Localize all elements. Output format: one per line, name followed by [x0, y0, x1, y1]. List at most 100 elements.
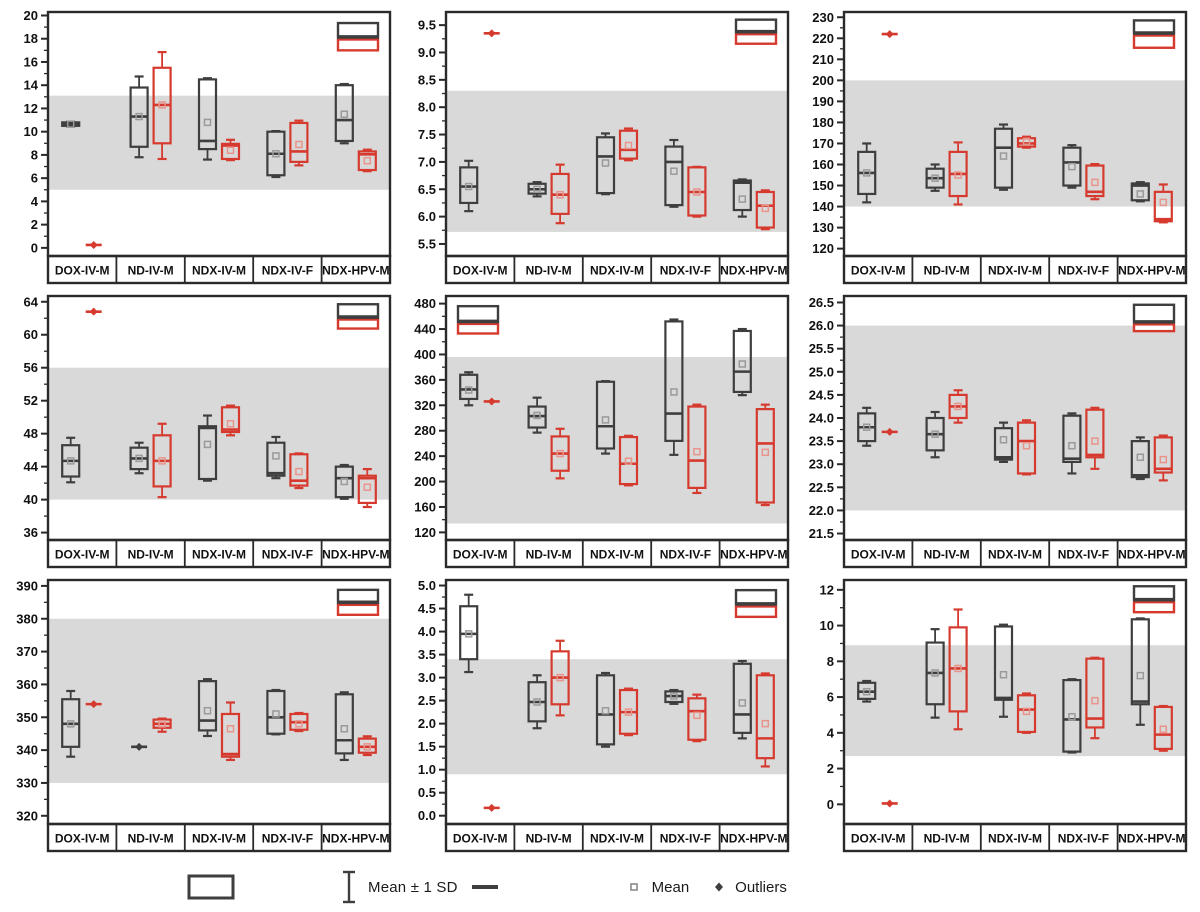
y-tick-label: 44: [24, 459, 39, 474]
y-tick-label: 48: [24, 426, 38, 441]
box-red-NDX-IV-F: [1085, 162, 1105, 201]
box-red-DOX-IV-M: [85, 307, 102, 316]
box-red-NDX-IV-M: [220, 701, 241, 762]
box-red-NDX-IV-M: [1016, 419, 1037, 476]
box-red-NDX-IV-F: [289, 711, 309, 733]
box-red-DOX-IV-M: [483, 803, 500, 812]
box-black-DOX-IV-M: [857, 679, 877, 703]
box-black-ND-IV-M: [527, 181, 547, 198]
box-red-NDX-IV-F: [289, 119, 309, 167]
box-black-NDX-HPV-M: [732, 659, 752, 740]
y-tick-label: 2.5: [418, 693, 436, 708]
category-label: NDX-IV-F: [1058, 832, 1109, 846]
y-tick-label: 18: [24, 31, 38, 46]
box-black-NDX-IV-M: [595, 380, 616, 455]
box-black-NDX-IV-M: [197, 77, 218, 161]
category-label: NDX-HPV-M: [720, 264, 787, 278]
y-tick-label: 200: [812, 73, 834, 88]
boxplot-canvas-7: 320 330 340 350 360 370 380 390 DOX-IV-M ND-IV-M N…: [16, 578, 392, 853]
box-red-ND-IV-M: [152, 717, 172, 733]
box-red-NDX-HPV-M: [755, 672, 775, 768]
category-label: NDX-IV-M: [192, 832, 246, 846]
y-tick-label: 7.0: [418, 154, 436, 169]
category-label: DOX-IV-M: [453, 548, 508, 562]
category-label: DOX-IV-M: [453, 832, 508, 846]
y-tick-label: 440: [414, 322, 436, 337]
subplot-row1-col3: 120 130 140 150 160 170 180 190 200 210 220 230 DOX-…: [800, 6, 1198, 290]
y-tick-label: 6: [827, 690, 834, 705]
y-tick-label: 8.5: [418, 72, 436, 87]
box-black-NDX-IV-M: [197, 414, 218, 482]
y-tick-label: 320: [16, 808, 38, 823]
corner-inset: [1132, 585, 1176, 614]
y-tick-label: 20: [24, 8, 38, 23]
y-tick-label: 3.5: [418, 647, 436, 662]
category-label: ND-IV-M: [924, 264, 970, 278]
y-tick-label: 360: [414, 372, 436, 387]
y-tick-label: 0.5: [418, 785, 436, 800]
y-tick-label: 12: [820, 582, 834, 597]
box-black-ND-IV-M: [129, 75, 149, 159]
box-red-NDX-IV-M: [1016, 135, 1037, 149]
box-red-DOX-IV-M: [881, 799, 898, 808]
category-label: NDX-HPV-M: [720, 832, 787, 846]
box-red-NDX-HPV-M: [1153, 434, 1173, 482]
category-label: DOX-IV-M: [851, 832, 906, 846]
subplot-row2-col1: 36 40 44 48 52 56 60 64 DOX-IV-M ND-IV-M NDX-IV-M N…: [4, 290, 402, 574]
y-tick-label: 56: [24, 360, 38, 375]
box-black-DOX-IV-M: [459, 371, 479, 407]
category-label: ND-IV-M: [924, 832, 970, 846]
box-red-ND-IV-M: [152, 422, 172, 499]
y-tick-label: 400: [414, 347, 436, 362]
y-tick-label: 200: [414, 474, 436, 489]
box-red-NDX-HPV-M: [357, 148, 377, 173]
y-tick-label: 7.5: [418, 127, 436, 142]
box-black-NDX-HPV-M: [1130, 181, 1150, 203]
corner-inset: [734, 588, 778, 619]
category-label: ND-IV-M: [924, 548, 970, 562]
y-tick-label: 160: [414, 499, 436, 514]
box-red-ND-IV-M: [550, 163, 570, 225]
category-label: ND-IV-M: [128, 548, 174, 562]
y-tick-label: 2: [827, 761, 834, 776]
box-black-NDX-IV-F: [266, 688, 286, 736]
y-tick-label: 480: [414, 296, 436, 311]
y-tick-label: 150: [812, 178, 834, 193]
y-tick-label: 160: [812, 157, 834, 172]
reference-band: [446, 357, 788, 524]
y-tick-label: 380: [16, 611, 38, 626]
y-tick-label: 9.5: [418, 18, 436, 33]
y-tick-label: 140: [812, 199, 834, 214]
y-tick-label: 9.0: [418, 45, 436, 60]
y-tick-label: 4.0: [418, 624, 436, 639]
box-red-DOX-IV-M: [483, 397, 500, 406]
y-tick-label: 26.0: [809, 318, 834, 333]
box-red-NDX-IV-F: [687, 693, 707, 743]
box-black-DOX-IV-M: [61, 689, 81, 758]
box-black-NDX-IV-M: [993, 421, 1014, 464]
boxplot-grid: 0 2 4 6 8 10 12 14 16 18 20 DOX-IV-M ND-IV-M NDX-IV-M…: [4, 6, 1198, 858]
category-label: NDX-IV-M: [192, 264, 246, 278]
category-strip: [842, 538, 1188, 569]
y-tick-label: 4: [31, 194, 39, 209]
category-label: NDX-HPV-M: [1118, 832, 1185, 846]
box-black-NDX-IV-M: [197, 678, 218, 738]
category-label: DOX-IV-M: [851, 264, 906, 278]
category-strip: [444, 822, 790, 853]
legend-outliers-icon: [713, 881, 725, 893]
reference-band: [844, 325, 1186, 511]
box-black-NDX-IV-F: [1062, 678, 1082, 754]
y-tick-label: 3.0: [418, 670, 436, 685]
y-tick-label: 0: [31, 240, 38, 255]
corner-inset: [1132, 19, 1176, 49]
box-black-NDX-IV-M: [595, 671, 616, 748]
box-black-DOX-IV-M: [61, 436, 81, 484]
boxplot-canvas-1: 0 2 4 6 8 10 12 14 16 18 20 DOX-IV-M ND-IV-M NDX-IV-M…: [24, 8, 392, 285]
box-black-NDX-IV-F: [266, 129, 286, 179]
box-black-NDX-HPV-M: [1130, 436, 1150, 481]
category-label: NDX-IV-M: [590, 264, 644, 278]
box-black-NDX-HPV-M: [334, 691, 354, 762]
y-tick-label: 14: [24, 78, 39, 93]
box-black-NDX-IV-M: [595, 132, 616, 196]
box-red-NDX-HPV-M: [357, 735, 377, 757]
